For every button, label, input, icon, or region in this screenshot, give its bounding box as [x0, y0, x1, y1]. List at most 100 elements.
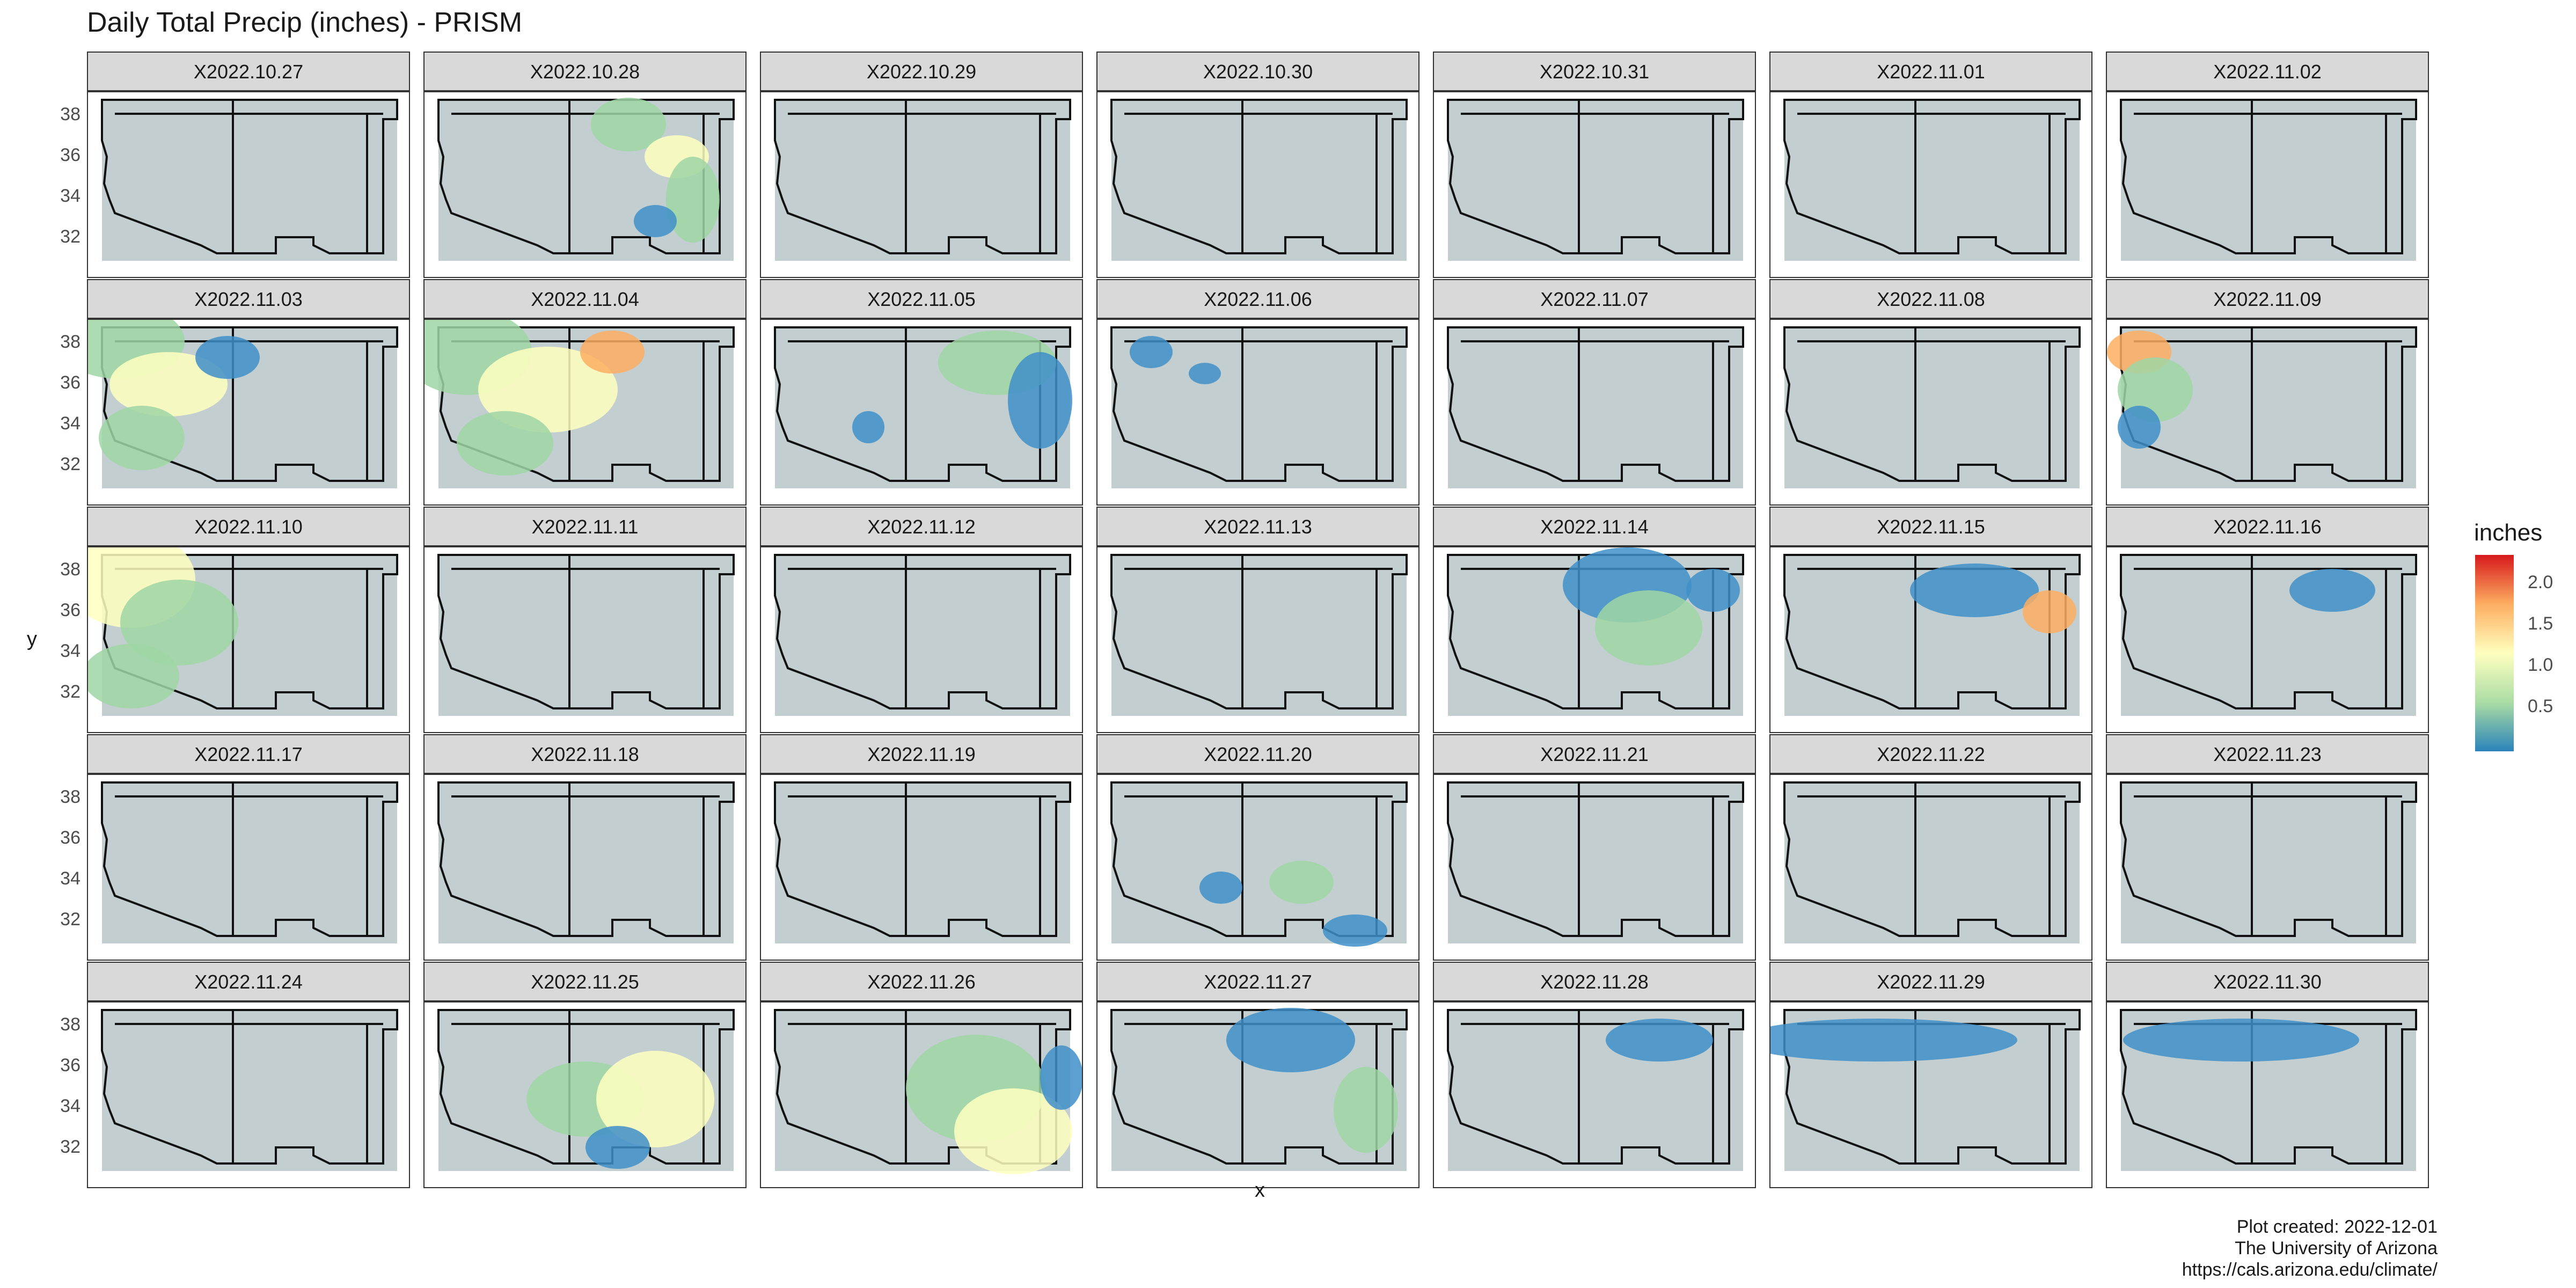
caption-org: The University of Arizona	[2235, 1238, 2438, 1258]
y-tick-label: 38	[60, 104, 80, 125]
map-panel	[1433, 1001, 1756, 1188]
map-panel	[760, 319, 1083, 506]
y-tick-label: 34	[60, 186, 80, 206]
map-panel	[423, 91, 747, 278]
map-panel	[87, 1001, 410, 1188]
facet-panel: X2022.11.21	[1433, 734, 1756, 961]
facet-strip-label: X2022.11.03	[87, 279, 410, 319]
legend-label: 2.0	[2528, 572, 2553, 592]
facet-panel: X2022.11.07	[1433, 279, 1756, 506]
facet-strip-label: X2022.11.11	[423, 507, 747, 546]
map-panel	[2106, 319, 2429, 506]
map-panel	[1433, 774, 1756, 961]
facet-strip-label: X2022.11.16	[2106, 507, 2429, 546]
y-tick-label: 38	[60, 787, 80, 807]
y-tick-label: 32	[60, 226, 80, 247]
map-title: Daily Total Precip (inches) - PRISM	[87, 7, 523, 38]
facet-strip-label: X2022.11.19	[760, 734, 1083, 774]
facet-strip-label: X2022.11.29	[1769, 962, 2092, 1001]
facet-strip-label: X2022.11.25	[423, 962, 747, 1001]
facet-strip-label: X2022.10.31	[1433, 52, 1756, 91]
facet-strip-label: X2022.10.30	[1096, 52, 1419, 91]
facet-panel: X2022.11.19	[760, 734, 1083, 961]
map-panel	[1096, 91, 1419, 278]
facet-strip-label: X2022.11.15	[1769, 507, 2092, 546]
map-panel	[760, 1001, 1083, 1188]
map-panel	[87, 319, 410, 506]
map-panel	[2106, 546, 2429, 733]
legend-label: 1.0	[2528, 655, 2553, 675]
facet-panel: X2022.11.28	[1433, 962, 1756, 1188]
facet-strip-label: X2022.11.02	[2106, 52, 2429, 91]
map-panel	[423, 319, 747, 506]
map-panel	[1096, 1001, 1419, 1188]
caption-url: https://cals.arizona.edu/climate/	[2182, 1260, 2438, 1280]
map-panel	[760, 774, 1083, 961]
facet-panel: X2022.11.14	[1433, 507, 1756, 733]
facet-panel: X2022.11.01	[1769, 52, 2092, 278]
facet-strip-label: X2022.11.09	[2106, 279, 2429, 319]
facet-panel: X2022.10.27	[87, 52, 410, 278]
facet-strip-label: X2022.11.07	[1433, 279, 1756, 319]
map-panel	[1769, 319, 2092, 506]
facet-panel: X2022.11.25	[423, 962, 747, 1188]
map-panel	[423, 546, 747, 733]
facet-panel: X2022.10.29	[760, 52, 1083, 278]
map-panel	[1769, 91, 2092, 278]
facet-panel: X2022.11.12	[760, 507, 1083, 733]
map-panel	[2106, 774, 2429, 961]
map-panel	[1433, 546, 1756, 733]
map-panel	[1769, 546, 2092, 733]
facet-strip-label: X2022.10.28	[423, 52, 747, 91]
facet-panel: X2022.10.31	[1433, 52, 1756, 278]
facet-strip-label: X2022.11.21	[1433, 734, 1756, 774]
map-panel	[760, 91, 1083, 278]
facet-panel: X2022.11.22	[1769, 734, 2092, 961]
facet-panel: X2022.10.30	[1096, 52, 1419, 278]
facet-panel: X2022.11.05	[760, 279, 1083, 506]
facet-panel: X2022.11.27	[1096, 962, 1419, 1188]
map-panel	[1096, 546, 1419, 733]
facet-panel: X2022.11.29	[1769, 962, 2092, 1188]
facet-panel: X2022.11.13	[1096, 507, 1419, 733]
facet-strip-label: X2022.11.01	[1769, 52, 2092, 91]
y-tick-label: 32	[60, 909, 80, 930]
caption: Plot created: 2022-12-01 The University …	[2182, 1216, 2438, 1280]
map-panel	[1096, 774, 1419, 961]
facet-panel: X2022.11.11	[423, 507, 747, 733]
facet-panel: X2022.10.28	[423, 52, 747, 278]
legend-title: inches	[2474, 519, 2543, 546]
facet-panel: X2022.11.23	[2106, 734, 2429, 961]
map-panel	[87, 546, 410, 733]
y-tick-label: 34	[60, 868, 80, 889]
facet-strip-label: X2022.11.23	[2106, 734, 2429, 774]
facet-panel: X2022.11.17	[87, 734, 410, 961]
facet-strip-label: X2022.11.14	[1433, 507, 1756, 546]
facet-strip-label: X2022.11.20	[1096, 734, 1419, 774]
y-tick-label: 34	[60, 641, 80, 661]
facet-panel: X2022.11.16	[2106, 507, 2429, 733]
y-tick-label: 36	[60, 1055, 80, 1075]
y-axis-label: y	[27, 628, 37, 650]
map-panel	[423, 774, 747, 961]
facet-strip-label: X2022.11.12	[760, 507, 1083, 546]
facet-strip-label: X2022.11.24	[87, 962, 410, 1001]
map-panel	[1769, 774, 2092, 961]
facet-panel: X2022.11.08	[1769, 279, 2092, 506]
map-panel	[87, 774, 410, 961]
y-tick-label: 36	[60, 372, 80, 393]
legend-label: 0.5	[2528, 696, 2553, 716]
legend-label: 1.5	[2528, 613, 2553, 634]
y-tick-label: 34	[60, 413, 80, 434]
y-tick-label: 38	[60, 332, 80, 352]
caption-date: Plot created: 2022-12-01	[2236, 1217, 2438, 1237]
facet-strip-label: X2022.11.05	[760, 279, 1083, 319]
facet-strip-label: X2022.10.29	[760, 52, 1083, 91]
facet-strip-label: X2022.11.10	[87, 507, 410, 546]
facet-strip-label: X2022.11.17	[87, 734, 410, 774]
facet-panel: X2022.11.06	[1096, 279, 1419, 506]
facet-panel: X2022.11.20	[1096, 734, 1419, 961]
y-tick-label: 36	[60, 828, 80, 848]
facet-strip-label: X2022.11.18	[423, 734, 747, 774]
facet-panel: X2022.11.02	[2106, 52, 2429, 278]
